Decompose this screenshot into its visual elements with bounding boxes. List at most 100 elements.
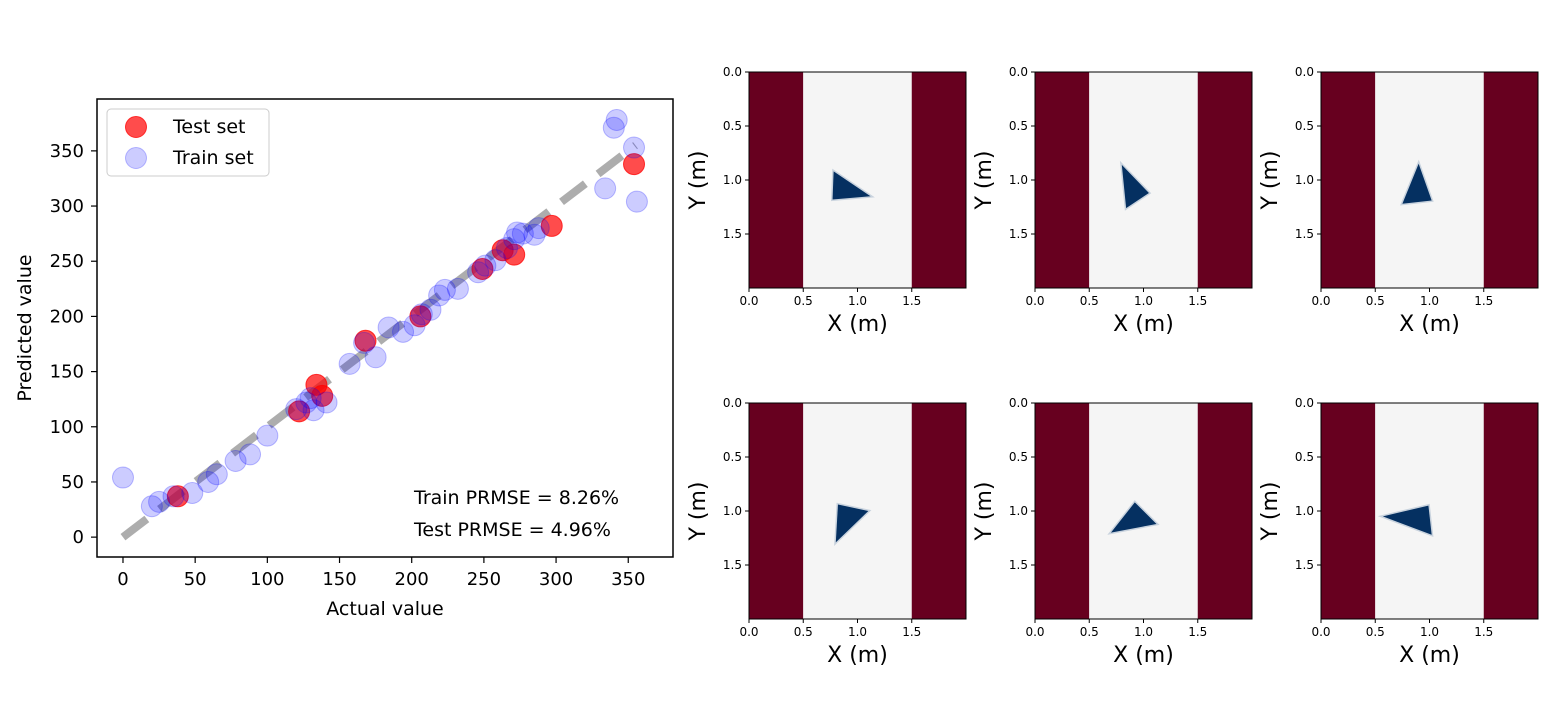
x-axis-label: X (m) [827, 643, 888, 668]
y-tick-label: 1.5 [1295, 227, 1314, 241]
train-point [625, 190, 648, 213]
x-axis-label: X (m) [1113, 312, 1174, 337]
train-point [162, 485, 185, 508]
x-tick-label: 0.0 [1311, 294, 1330, 308]
x-tick-label: 0.0 [739, 294, 758, 308]
panel-1: 0.0 0.5 1.0 1.5 0.0 0.5 1.0 1.5 X (m) Y (m) [686, 65, 967, 337]
test-point [503, 243, 526, 266]
panel-4: 0.0 0.5 1.0 1.5 0.0 0.5 1.0 1.5 X (m) Y (m) [686, 396, 967, 668]
train-point [148, 490, 171, 513]
test-point [623, 153, 646, 176]
test-point [409, 305, 432, 328]
y-tick-label: 150 [50, 362, 84, 383]
triangle-shape [835, 504, 869, 543]
series-test-set [166, 153, 646, 508]
x-tick-label: 0.5 [1080, 294, 1099, 308]
train-point [140, 495, 163, 518]
panel-3: 0.0 0.5 1.0 1.5 0.0 0.5 1.0 1.5 X (m) Y (m) [1258, 65, 1539, 337]
free-space [1375, 72, 1484, 288]
train-point [523, 223, 546, 246]
train-point [302, 399, 325, 422]
triangle-shape [1110, 502, 1157, 533]
train-point [410, 303, 433, 326]
train-point [111, 466, 134, 489]
x-tick-label: 0.0 [739, 625, 758, 639]
y-tick-label: 0.5 [1009, 119, 1028, 133]
x-tick-label: 300 [539, 569, 573, 590]
x-tick-label: 1.0 [1420, 625, 1439, 639]
train-point [446, 277, 469, 300]
y-axis-label: Y (m) [686, 481, 711, 541]
triangle-shape [1402, 163, 1432, 204]
train-point [503, 228, 526, 251]
x-tick-label: 250 [467, 569, 501, 590]
y-axis-label: Y (m) [1258, 481, 1283, 541]
train-point [511, 222, 534, 245]
y-tick-label: 0.5 [1009, 450, 1028, 464]
y-tick-label: 1.5 [1295, 558, 1314, 572]
x-tick-label: 1.0 [1134, 625, 1153, 639]
train-point [197, 470, 220, 493]
legend: Test set Train set [106, 108, 270, 177]
x-tick-label: 0.5 [794, 625, 813, 639]
x-tick-label: 1.0 [1134, 294, 1153, 308]
train-point [392, 320, 415, 343]
train-point [181, 481, 204, 504]
train-point [605, 108, 628, 131]
train-point [623, 136, 646, 159]
y-tick-label: 1.0 [1009, 504, 1028, 518]
x-tick-label: 0.5 [1366, 294, 1385, 308]
x-tick-label: 1.5 [902, 294, 921, 308]
x-tick-label: 0.5 [1080, 625, 1099, 639]
x-tick-label: 50 [184, 569, 207, 590]
y-tick-label: 350 [50, 141, 84, 162]
train-point [419, 298, 442, 321]
y-axis-label: Predicted value [14, 254, 36, 401]
train-point [495, 236, 518, 259]
x-tick-label: 1.0 [848, 625, 867, 639]
reference-line [120, 142, 638, 541]
train-point [403, 314, 426, 337]
y-tick-label: 1.0 [1295, 504, 1314, 518]
y-tick-label: 1.0 [723, 173, 742, 187]
right-wall [911, 72, 966, 288]
right-wall [1483, 403, 1538, 619]
y-tick-label: 50 [61, 472, 84, 493]
x-tick-label: 150 [322, 569, 356, 590]
y-tick-label: 0 [73, 527, 84, 548]
train-prmse-annotation: Train PRMSE = 8.26% [413, 487, 619, 509]
x-axis-label: X (m) [1399, 312, 1460, 337]
left-wall [1321, 72, 1376, 288]
train-point [295, 391, 318, 414]
train-point [594, 177, 617, 200]
x-axis-label: X (m) [827, 312, 888, 337]
left-wall [1035, 403, 1090, 619]
test-point [288, 400, 311, 423]
train-point [224, 449, 247, 472]
scatter-chart: 0 50 100 150 200 250 300 350 0 50 100 150 200 250 300 3… [14, 98, 674, 620]
triangle-shape [1382, 505, 1432, 535]
x-tick-label: 1.0 [848, 294, 867, 308]
x-tick-label: 200 [395, 569, 429, 590]
y-axis-label: Y (m) [972, 150, 997, 210]
train-point [428, 284, 451, 307]
y-tick-label: 1.0 [723, 504, 742, 518]
y-tick-label: 1.5 [723, 227, 742, 241]
x-tick-label: 0.5 [1366, 625, 1385, 639]
test-prmse-annotation: Test PRMSE = 4.96% [413, 519, 611, 541]
x-tick-label: 1.0 [1420, 294, 1439, 308]
plot-frame [96, 98, 674, 558]
left-wall [749, 72, 804, 288]
x-tick-label: 1.5 [902, 625, 921, 639]
y-tick-label: 0.0 [723, 65, 742, 79]
triangle-shape [1121, 164, 1149, 209]
triangle-panel-grid: 0.0 0.5 1.0 1.5 0.0 0.5 1.0 1.5 X (m) Y (m) 0.0 0.5… [686, 65, 1539, 668]
test-point [354, 329, 377, 352]
legend-box [106, 108, 270, 177]
y-tick-label: 200 [50, 306, 84, 327]
legend-marker [125, 116, 147, 138]
legend-entry: Train set [172, 147, 254, 169]
left-wall [1035, 72, 1090, 288]
panel-6: 0.0 0.5 1.0 1.5 0.0 0.5 1.0 1.5 X (m) Y (m) [1258, 396, 1539, 668]
